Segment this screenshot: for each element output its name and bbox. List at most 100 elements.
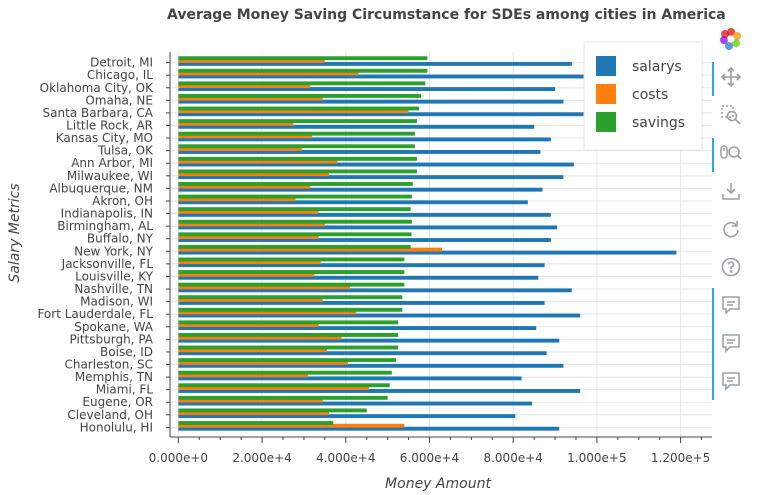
- y-tick-label: Omaha, NE: [85, 93, 153, 107]
- hover-icon[interactable]: [718, 368, 744, 394]
- bar-salarys-16: [178, 263, 545, 268]
- bar-savings-27: [178, 395, 388, 400]
- bar-savings-8: [178, 156, 417, 161]
- y-tick-label: Birmingham, AL: [57, 219, 153, 233]
- bar-savings-13: [178, 219, 412, 224]
- y-tick-label: Tulsa, OK: [97, 144, 154, 158]
- y-tick-label: Kansas City, MO: [56, 131, 153, 145]
- y-tick-label: Little Rock, AR: [66, 118, 153, 132]
- bar-costs-13: [178, 222, 325, 227]
- bar-salarys-27: [178, 401, 533, 406]
- bar-salarys-9: [178, 175, 564, 180]
- bar-salarys-15: [178, 250, 677, 255]
- legend-label-costs: costs: [632, 87, 668, 103]
- y-tick-label: Memphis, TN: [75, 370, 153, 384]
- help-icon[interactable]: [718, 254, 744, 280]
- toolbar: [712, 24, 752, 404]
- bar-salarys-20: [178, 313, 581, 318]
- x-tick-label: 4.000e+4: [316, 451, 375, 465]
- bar-salarys-7: [178, 150, 541, 154]
- bar-savings-0: [178, 56, 428, 61]
- y-tick-label: Boise, ID: [100, 345, 153, 359]
- bar-costs-23: [178, 348, 327, 353]
- bar-salarys-5: [178, 124, 535, 129]
- bar-savings-2: [178, 81, 426, 86]
- bar-costs-10: [178, 184, 311, 189]
- bar-costs-7: [178, 147, 302, 151]
- y-tick-label: Fort Lauderdale, FL: [37, 307, 153, 321]
- bar-salarys-24: [178, 363, 564, 368]
- bar-savings-25: [178, 370, 392, 375]
- y-tick-label: Chicago, IL: [87, 68, 153, 82]
- legend-swatch-salarys: [596, 56, 616, 76]
- y-tick-label: Jacksonville, FL: [61, 257, 154, 271]
- bar-costs-27: [178, 398, 323, 403]
- chart-title: Average Money Saving Circumstance for SD…: [167, 7, 726, 23]
- bar-salarys-29: [178, 426, 560, 431]
- bar-savings-26: [178, 383, 390, 388]
- active-indicator: [712, 288, 714, 400]
- bar-savings-12: [178, 207, 411, 212]
- bar-salarys-11: [178, 200, 528, 205]
- hover-icon[interactable]: [718, 330, 744, 356]
- bar-costs-2: [178, 84, 311, 89]
- bar-savings-21: [178, 320, 399, 325]
- bar-savings-10: [178, 182, 413, 186]
- bar-savings-1: [178, 68, 428, 73]
- bar-savings-14: [178, 232, 412, 237]
- bar-salarys-19: [178, 300, 545, 305]
- bar-costs-25: [178, 373, 309, 378]
- bar-costs-20: [178, 310, 357, 315]
- legend-label-salarys: salarys: [632, 59, 682, 75]
- save-icon[interactable]: [718, 178, 744, 204]
- bar-costs-28: [178, 411, 330, 416]
- wheel-zoom-icon[interactable]: [718, 140, 744, 166]
- x-tick-label: 1.200e+5: [651, 451, 710, 465]
- bar-savings-16: [178, 257, 405, 262]
- bar-costs-4: [178, 109, 409, 114]
- hover-icon[interactable]: [718, 292, 744, 318]
- y-tick-label: Louisville, KY: [75, 269, 154, 283]
- bar-costs-26: [178, 386, 369, 390]
- y-tick-label: Milwaukee, WI: [67, 169, 153, 183]
- bar-salarys-12: [178, 212, 551, 217]
- bar-costs-21: [178, 323, 319, 328]
- bar-savings-5: [178, 119, 417, 124]
- y-tick-label: Akron, OH: [92, 194, 153, 208]
- x-axis: 0.000e+0 2.000e+4 4.000e+4 6.000e+4 8.000e+4…: [149, 436, 712, 465]
- bar-savings-23: [178, 345, 399, 350]
- y-tick-label: Pittsburgh, PA: [70, 332, 154, 346]
- x-tick-label: 1.000e+5: [567, 451, 626, 465]
- bar-costs-18: [178, 285, 350, 290]
- legend: salarys costs savings: [583, 41, 703, 151]
- y-axis-label: Salary Metrics: [7, 183, 23, 282]
- bar-costs-29: [178, 423, 405, 428]
- bar-savings-7: [178, 144, 415, 149]
- box-zoom-icon[interactable]: [718, 102, 744, 128]
- bar-costs-17: [178, 272, 315, 277]
- bar-salarys-13: [178, 225, 558, 230]
- y-tick-label: Albuquerque, NM: [49, 181, 153, 195]
- bar-salarys-28: [178, 414, 516, 419]
- bar-savings-17: [178, 270, 405, 274]
- bar-costs-24: [178, 360, 348, 365]
- bokeh-logo-icon[interactable]: [718, 26, 744, 52]
- legend-swatch-costs: [596, 84, 616, 104]
- reset-icon[interactable]: [718, 216, 744, 242]
- y-tick-label: Miami, FL: [96, 383, 154, 397]
- bar-savings-4: [178, 106, 420, 111]
- bar-salarys-3: [178, 99, 564, 104]
- bar-salarys-1: [178, 74, 589, 79]
- bar-savings-19: [178, 295, 403, 300]
- y-tick-label: Charleston, SC: [64, 358, 153, 372]
- y-tick-label: Buffalo, NY: [87, 232, 154, 246]
- x-tick-label: 2.000e+4: [232, 451, 291, 465]
- bar-savings-3: [178, 93, 422, 98]
- bar-salarys-17: [178, 275, 539, 280]
- pan-icon[interactable]: [718, 64, 744, 90]
- bar-costs-19: [178, 297, 323, 302]
- y-tick-label: Madison, WI: [80, 295, 153, 309]
- bar-costs-0: [178, 58, 325, 63]
- bar-salarys-22: [178, 338, 560, 343]
